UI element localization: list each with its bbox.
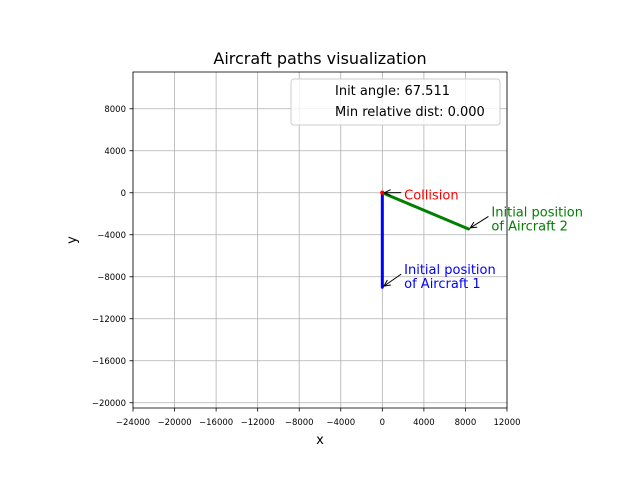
x-tick-label: 4000 <box>413 418 435 428</box>
annotation-2: Initial position of Aircraft 2 <box>469 205 583 234</box>
series-layer <box>380 190 471 289</box>
y-tick-label: −4000 <box>97 231 126 241</box>
plot-area <box>133 72 507 408</box>
legend: Init angle: 67.511 Min relative dist: 0.… <box>290 78 501 126</box>
y-tick-label: −20000 <box>92 399 126 409</box>
annotation-arrow <box>469 215 489 229</box>
x-axis: −24000 −20000 −16000 −12000 −8000 −4000 0 4000 8… <box>116 408 521 428</box>
annotation-arrow <box>383 273 402 287</box>
annotation-arrow-head <box>383 189 391 197</box>
y-axis-label: y <box>65 236 80 244</box>
x-tick-label: −4000 <box>326 418 355 428</box>
chart-title: Aircraft paths visualization <box>213 49 426 68</box>
y-axis: −20000 −16000 −12000 −8000 −4000 0 4000 8000 <box>92 105 133 409</box>
x-tick-label: −12000 <box>241 418 275 428</box>
y-tick-label: −16000 <box>92 357 126 367</box>
annotations-layer: Collision Initial position of Aircraft 2 In… <box>383 189 583 292</box>
y-tick-label: −12000 <box>92 315 126 325</box>
annotation-text: Initial position of Aircraft 2 <box>491 205 583 234</box>
x-tick-label: −8000 <box>285 418 314 428</box>
annotation-text: Initial position of Aircraft 1 <box>404 263 496 292</box>
legend-entry-min-dist: Min relative dist: 0.000 <box>335 105 485 120</box>
x-axis-label: x <box>316 433 324 448</box>
legend-entry-init-angle: Init angle: 67.511 <box>335 84 450 99</box>
y-tick-label: 0 <box>121 189 126 199</box>
y-tick-label: −8000 <box>97 273 126 283</box>
x-tick-label: 0 <box>380 418 385 428</box>
x-tick-label: 12000 <box>493 418 520 428</box>
plot-frame <box>132 71 508 409</box>
x-tick-label: −24000 <box>116 418 150 428</box>
annotation-3: Initial position of Aircraft 1 <box>383 263 496 292</box>
annotation-text: Collision <box>404 189 458 204</box>
annotation-arrow-head <box>383 279 391 287</box>
annotation-1: Collision <box>383 189 459 204</box>
aircraft-path-2 <box>380 191 471 231</box>
x-tick-label: −16000 <box>199 418 233 428</box>
y-tick-label: 8000 <box>104 105 126 115</box>
annotation-arrow-head <box>469 221 478 229</box>
x-tick-label: 8000 <box>455 418 477 428</box>
legend-box <box>290 78 501 126</box>
collision-marker <box>380 190 385 195</box>
x-tick-label: −20000 <box>157 418 191 428</box>
y-tick-label: 4000 <box>104 147 126 157</box>
